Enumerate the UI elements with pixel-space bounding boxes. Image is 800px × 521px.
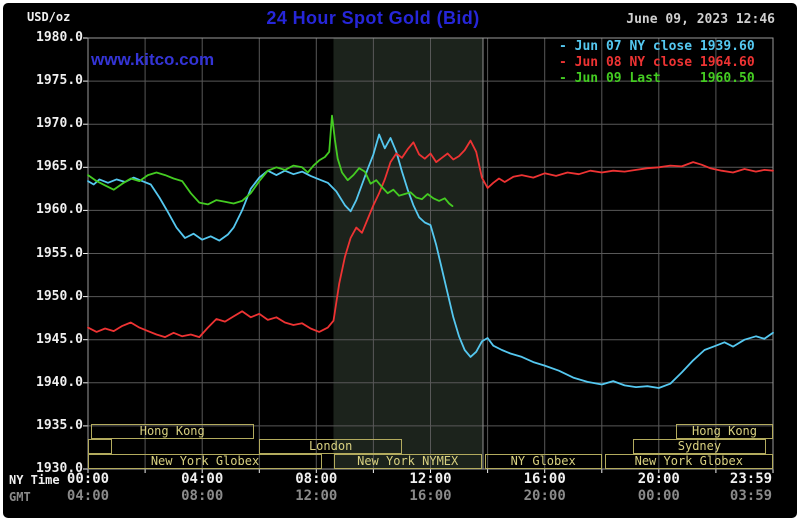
y-axis-tick-label: 1930.0 [36,461,83,476]
y-axis-tick-label: 1975.0 [36,73,83,89]
session-box-new-york-nymex: New York NYMEX [333,454,482,469]
chart-frame: USD/oz 24 Hour Spot Gold (Bid) June 09, … [3,3,797,518]
axis-ticks [83,37,774,473]
session-box-london: London [259,439,402,454]
y-axis-tick-label: 1965.0 [36,159,83,175]
ny-time-tick-label: 00:00 [66,471,110,487]
legend: - Jun 07 NY close 1939.60- Jun 08 NY clo… [559,39,755,87]
kitco-watermark-link[interactable]: www.kitco.com [91,50,215,69]
plot-border [87,37,774,470]
gmt-tick-label: 08:00 [181,488,224,504]
gmt-tick-label: 00:00 [637,488,680,504]
session-box-new-york-globex: New York Globex [604,454,773,469]
session-box-hong-kong: Hong Kong [676,424,773,439]
y-axis-tick-label: 1980.0 [36,30,83,45]
ny-time-tick-label: 12:00 [409,471,452,487]
y-axis-units-label: USD/oz [27,10,71,24]
ny-time-tick-label: 20:00 [637,471,680,487]
datetime-stamp: June 09, 2023 12:46 [626,12,775,27]
ny-time-axis-label: NY Time [9,473,60,487]
series-jun09-line [87,114,454,208]
session-box-ny-globex: NY Globex [484,454,602,469]
y-axis-tick-label: 1970.0 [36,116,83,132]
y-axis-tick-label: 1945.0 [36,331,83,347]
ny-time-tick-label: 23:59 [729,471,773,487]
price-plot [83,37,774,473]
gmt-axis-label: GMT [9,490,31,504]
y-axis-tick-label: 1950.0 [36,288,83,304]
session-box-new-york-globex: New York Globex [88,454,322,469]
gmt-tick-label: 04:00 [66,488,110,504]
ny-time-tick-label: 16:00 [523,471,566,487]
y-axis-tick-label: 1960.0 [36,202,83,218]
ny-time-tick-label: 08:00 [295,471,338,487]
ny-time-tick-label: 04:00 [181,471,224,487]
session-box-sydney: Sydney [633,439,766,454]
y-axis-tick-label: 1955.0 [36,245,83,261]
legend-item-jun07: - Jun 07 NY close 1939.60 [559,39,755,54]
legend-item-jun09: - Jun 09 Last 1960.50 [559,71,755,86]
series-jun07-line [87,133,774,389]
gmt-tick-label: 20:00 [523,488,566,504]
chart-title: 24 Hour Spot Gold (Bid) [266,8,480,28]
session-box [88,439,113,454]
gmt-tick-label: 16:00 [409,488,452,504]
y-axis-tick-label: 1940.0 [36,374,83,390]
session-box-hong-kong: Hong Kong [90,424,254,439]
gmt-tick-label: 12:00 [295,488,338,504]
gridlines [88,38,773,469]
series-jun08-line [87,139,774,339]
gmt-tick-label: 03:59 [729,488,773,504]
legend-item-jun08: - Jun 08 NY close 1964.60 [559,55,755,70]
y-axis-tick-label: 1935.0 [36,417,83,433]
